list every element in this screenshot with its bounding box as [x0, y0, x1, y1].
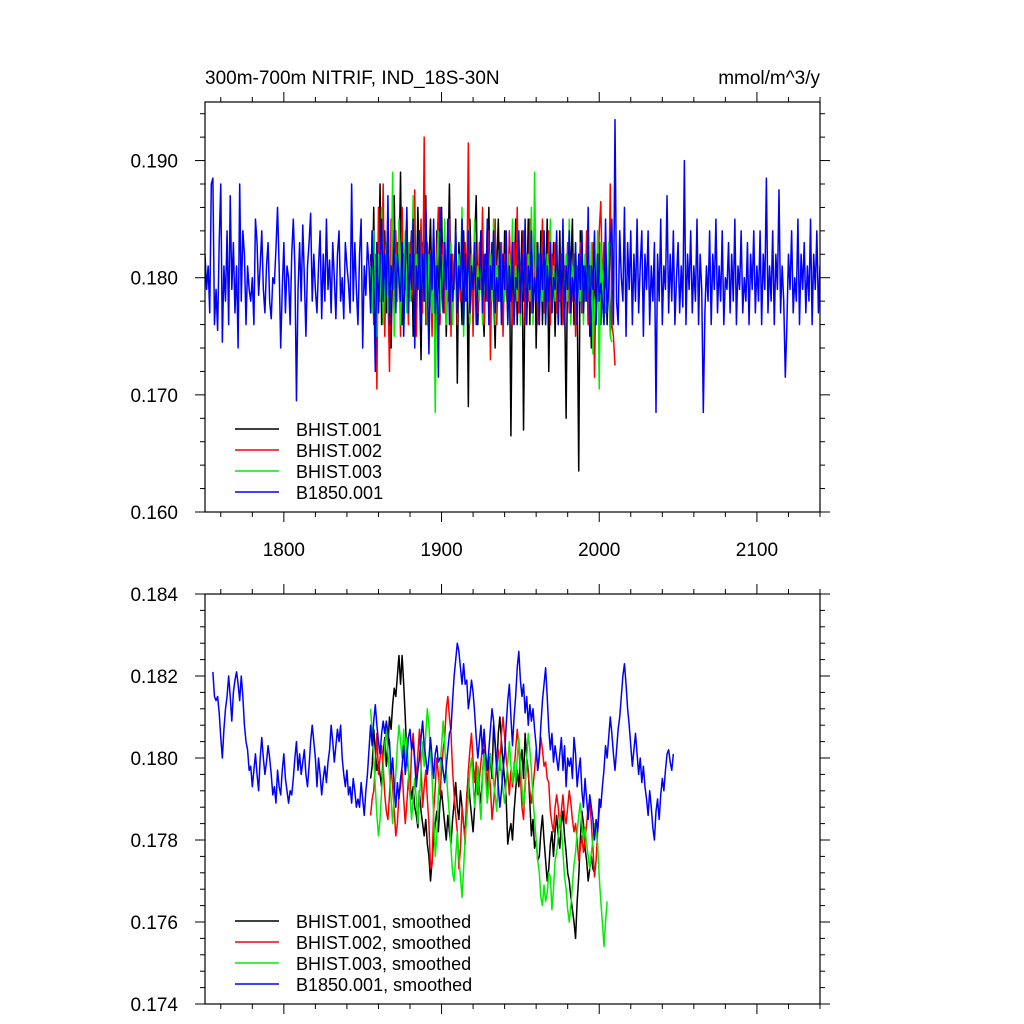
legend-label: BHIST.002 — [296, 441, 382, 461]
y-tick-label: 0.184 — [130, 585, 178, 606]
legend-label: BHIST.003 — [296, 462, 382, 482]
y-tick-label: 0.170 — [130, 386, 178, 407]
y-tick-label: 0.176 — [130, 913, 178, 934]
y-tick-label: 0.174 — [130, 995, 178, 1016]
x-tick-label: 1900 — [420, 540, 462, 561]
legend-label: BHIST.003, smoothed — [296, 954, 471, 974]
top-plot-area: 1800 1900 2000 2100 0.160 0.170 0.180 0.190 BHIS… — [130, 92, 830, 561]
legend-label: B1850.001, smoothed — [296, 975, 472, 995]
y-tick-label: 0.190 — [130, 152, 178, 173]
bottom-chart: 0.174 0.176 0.178 0.180 0.182 0.184 BHIST.001,… — [130, 584, 830, 1016]
plot-frame — [204, 101, 821, 513]
legend-label: BHIST.002, smoothed — [296, 933, 471, 953]
y-tick-label: 0.178 — [130, 831, 178, 852]
x-tick-label: 2000 — [578, 540, 620, 561]
y-tick-label: 0.180 — [130, 269, 178, 290]
series-line-1-2 — [369, 708, 608, 948]
y-tick-label: 0.160 — [130, 503, 178, 524]
series-line-0-3 — [205, 118, 820, 414]
top-chart: 300m-700m NITRIF, IND_18S-30N mmol/m^3/y… — [130, 68, 830, 561]
legend-label: B1850.001 — [296, 483, 383, 503]
y-tick-label: 0.180 — [130, 749, 178, 770]
legend-label: BHIST.001 — [296, 420, 382, 440]
y-tick-label: 0.182 — [130, 667, 178, 688]
series-line-1-3 — [212, 642, 675, 841]
x-tick-label: 2100 — [736, 540, 778, 561]
chart-title: 300m-700m NITRIF, IND_18S-30N — [205, 68, 500, 89]
legend-label: BHIST.001, smoothed — [296, 912, 471, 932]
x-tick-label: 1800 — [263, 540, 305, 561]
bottom-plot-area: 0.174 0.176 0.178 0.180 0.182 0.184 BHIST.001,… — [130, 584, 830, 1016]
chart-units: mmol/m^3/y — [718, 68, 820, 89]
plot-frame — [204, 593, 821, 1005]
